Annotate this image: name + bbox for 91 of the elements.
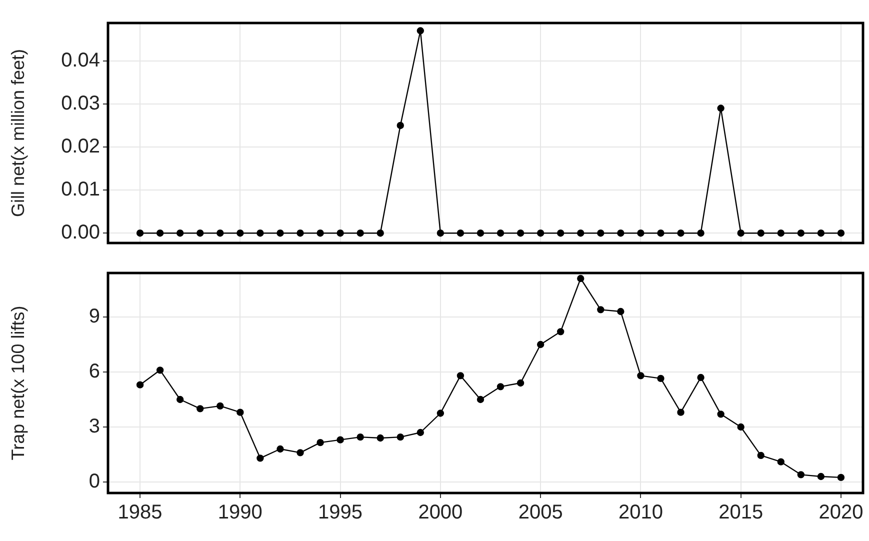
point [416,27,424,34]
point [757,452,764,460]
point [637,372,644,380]
point [677,230,684,237]
y-tick-label: 9 [88,306,100,328]
point [156,366,164,374]
point [416,428,424,436]
y-tick-label: 0.03 [61,92,100,114]
point [136,230,144,237]
point [717,104,724,112]
point [757,230,764,237]
point [176,396,184,404]
y-axis-title: Gill net(x million feet) [8,48,28,218]
point [236,408,244,416]
point [817,472,825,480]
point [216,230,224,237]
point [456,372,464,380]
point [356,230,364,237]
point [536,230,544,237]
point [476,230,484,237]
x-tick-label: 2015 [718,502,764,524]
point [597,306,604,314]
point [637,230,644,237]
y-tick-label: 6 [88,360,100,383]
point [697,230,704,237]
point [376,434,384,442]
x-tick-label: 2020 [818,502,864,524]
point [476,396,484,404]
point [216,402,224,410]
point [817,230,825,237]
y-tick-label: 3 [88,416,100,438]
point [256,230,264,237]
point [196,405,204,412]
point [557,230,564,237]
point [136,381,144,388]
point [376,230,384,237]
point [296,230,304,237]
point [356,433,364,441]
point [176,230,184,237]
point [296,449,304,456]
point [236,230,244,237]
point [276,230,284,237]
point [256,454,264,462]
point [396,433,404,441]
y-tick-label: 0.04 [61,49,100,72]
point [156,230,164,237]
y-tick-label: 0 [88,470,100,493]
x-tick-label: 1985 [118,502,162,524]
point [737,423,744,431]
point [496,230,504,237]
point [536,340,544,348]
point [456,230,464,237]
x-tick-label: 2010 [618,502,663,524]
point [697,374,704,382]
point [837,474,845,482]
point [196,230,204,237]
point [657,230,664,237]
point [496,383,504,390]
x-tick-label: 2005 [518,502,563,524]
y-tick-label: 0.01 [61,178,100,201]
point [336,436,344,444]
point [797,471,805,478]
x-tick-label: 1990 [218,502,262,524]
y-axis-title: Trap net(x 100 lifts) [8,306,28,460]
y-tick-label: 0.00 [61,222,100,244]
point [577,230,584,237]
point [436,410,444,417]
point [276,445,284,453]
point [557,328,564,336]
point [597,230,604,237]
point [516,230,524,237]
point [837,230,845,237]
y-tick-label: 0.02 [61,136,100,158]
point [617,230,624,237]
point [677,408,684,416]
point [777,230,784,237]
point [717,410,724,418]
x-tick-label: 2000 [418,502,463,524]
point [657,374,664,382]
point [516,379,524,387]
point [617,308,624,316]
point [777,458,784,466]
point [316,230,324,237]
point [577,274,584,282]
point [396,122,404,130]
point [436,230,444,237]
x-tick-label: 1995 [318,502,363,524]
point [336,230,344,237]
point [316,438,324,446]
point [797,230,805,237]
point [737,230,744,237]
